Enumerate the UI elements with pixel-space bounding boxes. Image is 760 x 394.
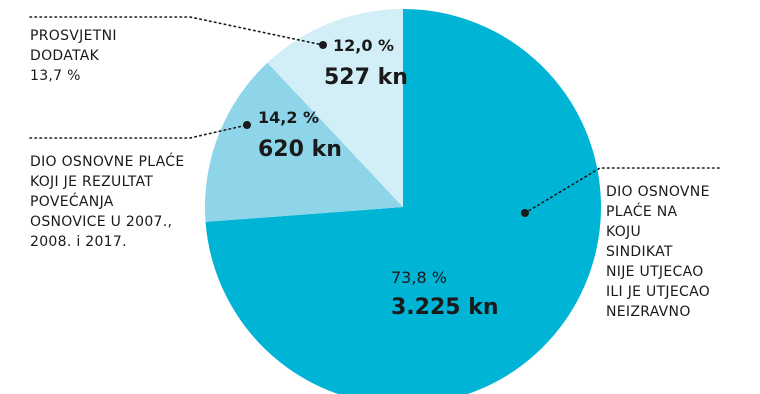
legend-label-povecanja: DIO OSNOVNE PLAĆE KOJI JE REZULTAT POVEĆ… [30, 152, 185, 252]
legend-line: PROSVJETNI [30, 28, 117, 44]
legend-line: SINDIKAT [606, 244, 673, 260]
legend-line: POVEĆANJA [30, 194, 114, 210]
legend-line: KOJI JE REZULTAT [30, 174, 154, 190]
pie-slices [205, 9, 601, 394]
slice-amount-label-prosvjetni: 527 kn [324, 65, 408, 90]
pie-slice-main [205, 9, 601, 394]
legend-line: NEIZRAVNO [606, 304, 691, 320]
legend-label-prosvjetni: PROSVJETNI DODATAK 13,7 % [30, 26, 117, 86]
leader-dot-sindikat [521, 209, 529, 217]
leader-dot-prosvjetni [319, 41, 327, 49]
legend-line: DIO OSNOVNE PLAĆE [30, 154, 185, 170]
slice-percent-label-prosvjetni: 12,0 % [333, 36, 394, 55]
legend-line: OSNOVICE U 2007., [30, 214, 173, 230]
leader-line-povecanja [29, 124, 248, 139]
legend-line: KOJU [606, 224, 642, 240]
slice-amount-label-povecanja: 620 kn [258, 137, 342, 162]
legend-line: 13,7 % [30, 68, 81, 84]
pie-slice-povecanja [205, 62, 403, 222]
leader-dot-povecanja [243, 121, 251, 129]
legend-line: PLAĆE NA [606, 204, 678, 220]
legend-line: 2008. i 2017. [30, 234, 127, 250]
slice-value-labels: 73,8 % 3.225 kn 14,2 % 620 kn 12,0 % 527… [258, 36, 499, 320]
legend-line: NIJE UTJECAO [606, 264, 704, 280]
legend-label-sindikat: DIO OSNOVNE PLAĆE NA KOJU SINDIKAT NIJE … [606, 182, 710, 322]
slice-percent-label-main: 73,8 % [391, 268, 447, 287]
legend-line: DIO OSNOVNE [606, 184, 710, 200]
pie-slice-prosvjetni [267, 9, 403, 207]
leader-lines [29, 16, 723, 217]
leader-line-prosvjetni [29, 16, 324, 46]
slice-amount-label-main: 3.225 kn [391, 295, 499, 320]
legend-line: DODATAK [30, 48, 100, 64]
legend-line: ILI JE UTJECAO [606, 284, 711, 300]
slice-percent-label-povecanja: 14,2 % [258, 108, 319, 127]
